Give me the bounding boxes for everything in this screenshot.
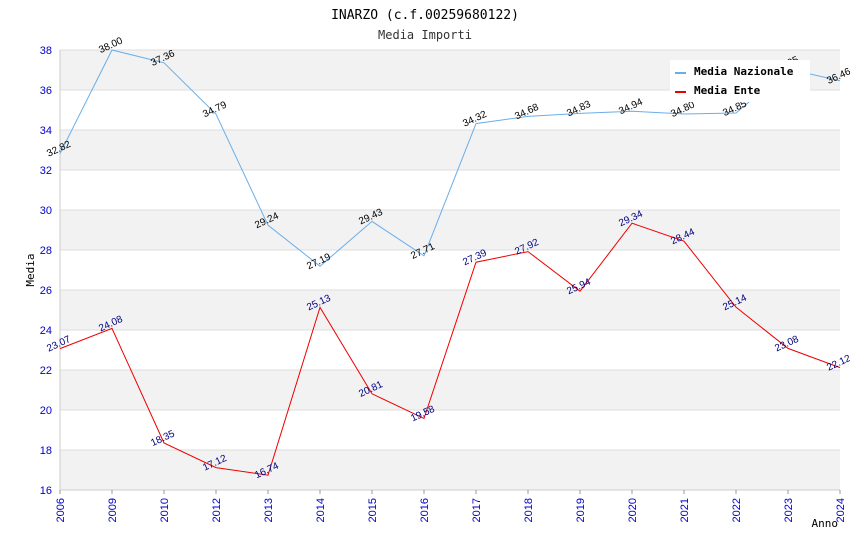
data-label: 34.79 [201, 99, 229, 120]
data-label: 34.68 [513, 102, 541, 123]
x-tick-labels: 2006 2009 2010 2012 2013 2014 2015 2016 2017 2018… [55, 490, 847, 522]
series-lines [59, 49, 841, 476]
y-tick-labels: 16 18 20 22 24 26 28 30 32 34 36 38 [40, 45, 52, 497]
y-tick-label: 16 [40, 485, 52, 497]
y-tick-label: 20 [40, 405, 52, 417]
x-tick-label: 2017 [471, 498, 483, 522]
y-tick-label: 24 [40, 325, 52, 337]
x-tick-label: 2015 [367, 498, 379, 522]
grid-lines [60, 49, 840, 491]
x-tick-label: 2020 [627, 498, 639, 522]
x-tick-label: 2018 [523, 498, 535, 522]
legend: Media Nazionale Media Ente [670, 60, 810, 102]
chart-subtitle: Media Importi [378, 28, 472, 42]
data-label: 34.94 [617, 96, 645, 117]
y-tick-label: 38 [40, 45, 52, 57]
y-tick-label: 34 [40, 125, 52, 137]
data-label: 18.35 [149, 428, 177, 449]
data-labels: 32.8238.0037.3634.7929.2427.1929.4327.71… [45, 35, 850, 481]
x-axis-label: Anno [812, 517, 839, 530]
data-label: 27.19 [305, 251, 333, 272]
x-tick-label: 2022 [731, 498, 743, 522]
x-tick-label: 2021 [679, 498, 691, 522]
y-axis-label: Media [24, 253, 37, 286]
legend-box [670, 60, 810, 102]
x-tick-label: 2006 [55, 498, 67, 522]
grid-band [60, 210, 840, 250]
series-line-media-nazionale [59, 49, 841, 267]
chart-title: INARZO (c.f.00259680122) [331, 8, 519, 23]
y-tick-label: 30 [40, 205, 52, 217]
legend-label-nazionale: Media Nazionale [694, 65, 794, 78]
x-tick-label: 2010 [159, 498, 171, 522]
data-label: 34.83 [565, 99, 593, 120]
x-tick-label: 2013 [263, 498, 275, 522]
series-line-media-ente [59, 222, 841, 476]
x-tick-label: 2012 [211, 498, 223, 522]
data-label: 34.80 [669, 99, 697, 120]
grid-band [60, 130, 840, 170]
grid-band [60, 450, 840, 490]
y-tick-label: 18 [40, 445, 52, 457]
legend-label-ente: Media Ente [694, 84, 761, 97]
x-tick-label: 2024 [835, 498, 847, 522]
y-tick-label: 26 [40, 285, 52, 297]
grid-bands [60, 50, 840, 490]
y-tick-label: 22 [40, 365, 52, 377]
grid-band [60, 370, 840, 410]
x-tick-label: 2023 [783, 498, 795, 522]
x-tick-label: 2014 [315, 498, 327, 522]
x-tick-label: 2016 [419, 498, 431, 522]
y-tick-label: 32 [40, 165, 52, 177]
x-tick-label: 2019 [575, 498, 587, 522]
grid-band [60, 290, 840, 330]
y-tick-label: 36 [40, 85, 52, 97]
x-tick-label: 2009 [107, 498, 119, 522]
y-tick-label: 28 [40, 245, 52, 257]
